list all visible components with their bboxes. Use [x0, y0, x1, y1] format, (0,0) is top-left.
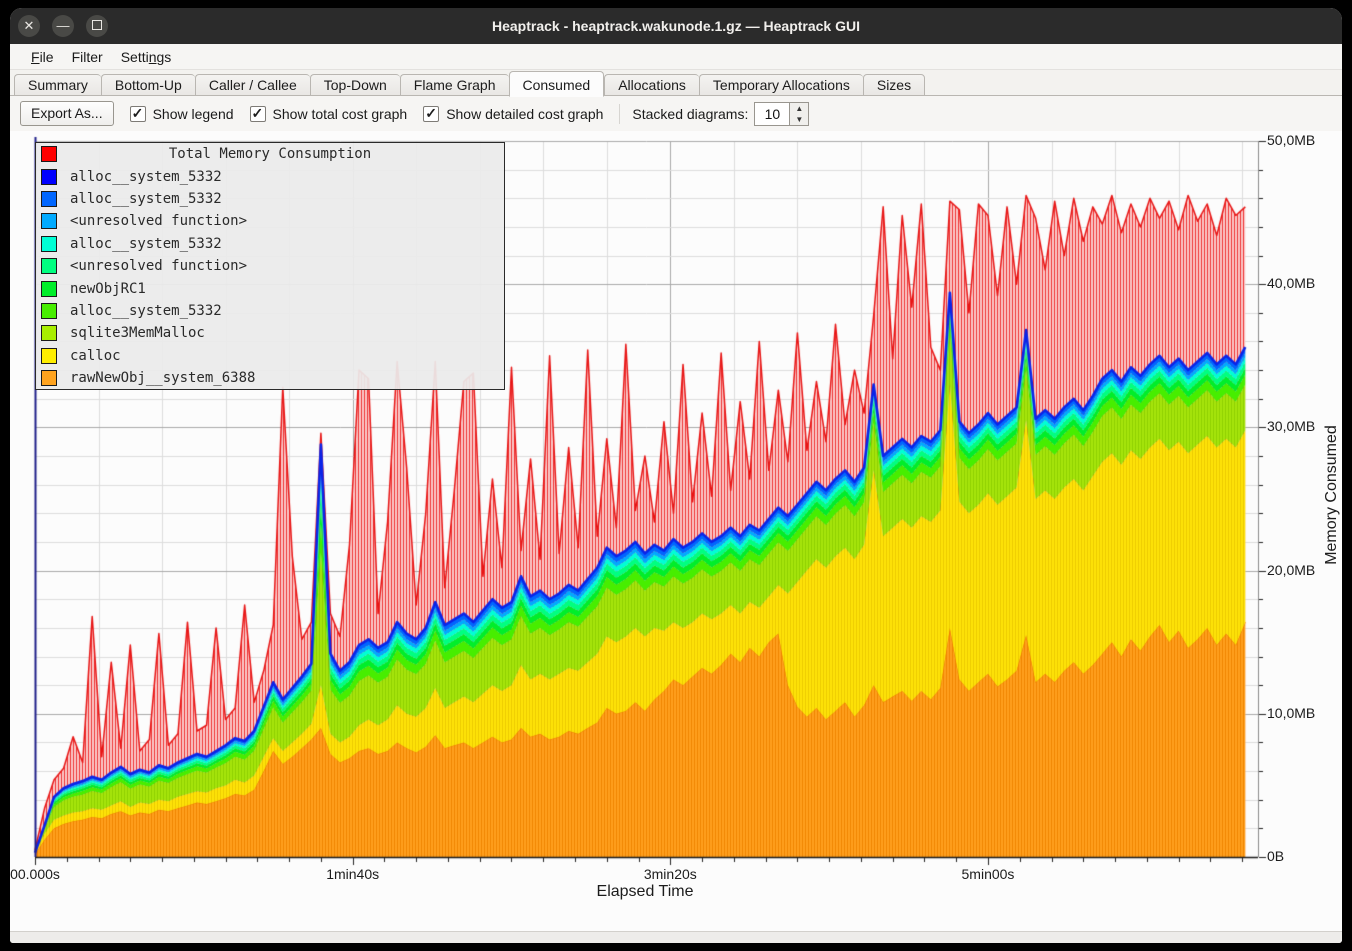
- legend-item: calloc: [36, 345, 504, 367]
- check-icon: ✓: [251, 104, 264, 121]
- spin-up-icon[interactable]: ▲: [795, 103, 804, 113]
- close-icon[interactable]: ✕: [18, 15, 40, 37]
- tab-top-down[interactable]: Top-Down: [309, 74, 400, 96]
- maximize-icon[interactable]: [86, 15, 108, 37]
- x-tick-label: 3min20s: [643, 866, 697, 882]
- y-tick-label: 30,0MB: [1267, 418, 1316, 435]
- legend-swatch: [41, 325, 57, 342]
- legend-label: <unresolved function>: [70, 213, 248, 230]
- toolbar-separator: [619, 103, 621, 124]
- legend-swatch: [41, 370, 57, 387]
- tab-caller-callee[interactable]: Caller / Callee: [194, 74, 310, 96]
- menu-filter[interactable]: Filter: [71, 48, 103, 65]
- legend-label: alloc__system_5332: [70, 190, 222, 207]
- checkbox-icon[interactable]: ✓: [423, 104, 440, 122]
- legend-item: rawNewObj__system_6388: [36, 367, 504, 389]
- app-window: ✕ — Heaptrack - heaptrack.wakunode.1.gz …: [10, 8, 1342, 943]
- stacked-diagrams-spinbox[interactable]: 10 ▲ ▼: [754, 101, 810, 126]
- legend-swatch: [41, 190, 57, 207]
- x-tick-label: 1min40s: [326, 866, 380, 882]
- legend-item: alloc__system_5332: [36, 188, 504, 210]
- legend-label: alloc__system_5332: [70, 168, 222, 185]
- checkbox-show-detailed-cost-graph[interactable]: ✓ Show detailed cost graph: [423, 104, 604, 122]
- chart-legend: Total Memory Consumption alloc__system_53…: [35, 142, 505, 391]
- check-icon: ✓: [425, 104, 437, 121]
- x-axis-title: Elapsed Time: [596, 883, 694, 900]
- tab-flame-graph[interactable]: Flame Graph: [399, 74, 509, 96]
- legend-item: alloc__system_5332: [36, 165, 504, 187]
- tab-consumed[interactable]: Consumed: [508, 71, 605, 97]
- checkbox-label: Show total cost graph: [272, 105, 408, 122]
- window-title: Heaptrack - heaptrack.wakunode.1.gz — He…: [491, 18, 860, 34]
- tab-summary[interactable]: Summary: [14, 74, 101, 96]
- legend-label: alloc__system_5332: [70, 302, 222, 319]
- legend-item: <unresolved function>: [36, 255, 504, 277]
- checkbox-icon[interactable]: ✓: [249, 104, 266, 122]
- legend-title-row: Total Memory Consumption: [36, 143, 504, 165]
- y-tick-label: 0B: [1267, 848, 1285, 864]
- y-tick-label: 20,0MB: [1267, 561, 1316, 578]
- legend-item: sqlite3MemMalloc: [36, 322, 504, 344]
- tabbar: Summary Bottom-Up Caller / Callee Top-Down F…: [10, 70, 1342, 97]
- export-as-button[interactable]: Export As...: [20, 101, 114, 126]
- legend-item: alloc__system_5332: [36, 300, 504, 322]
- legend-item: <unresolved function>: [36, 210, 504, 232]
- spin-down-icon[interactable]: ▼: [795, 114, 804, 124]
- minimize-icon[interactable]: —: [52, 15, 74, 37]
- checkbox-label: Show legend: [152, 105, 234, 122]
- legend-item: alloc__system_5332: [36, 233, 504, 255]
- legend-label: alloc__system_5332: [70, 235, 222, 252]
- consumed-chart-panel: 00.000s 1min40s 3min20s 5min00s 0B 10,0MB 20,0…: [10, 131, 1342, 931]
- legend-swatch: [41, 347, 57, 364]
- legend-swatch: [41, 146, 57, 163]
- legend-label: Total Memory Consumption: [168, 146, 372, 163]
- legend-swatch: [41, 168, 57, 185]
- y-tick-label: 50,0MB: [1267, 132, 1316, 148]
- y-tick-label: 10,0MB: [1267, 704, 1316, 721]
- legend-label: sqlite3MemMalloc: [70, 325, 205, 342]
- toolbar: Export As... ✓ Show legend ✓ Show total cos…: [10, 96, 1342, 131]
- checkbox-icon[interactable]: ✓: [129, 104, 146, 122]
- menu-file[interactable]: File: [31, 48, 54, 65]
- legend-swatch: [41, 280, 57, 297]
- legend-label: rawNewObj__system_6388: [70, 370, 256, 387]
- tab-sizes[interactable]: Sizes: [862, 74, 926, 96]
- checkbox-show-legend[interactable]: ✓ Show legend: [129, 104, 234, 122]
- statusbar: [10, 931, 1342, 943]
- x-tick-label: 5min00s: [961, 866, 1015, 882]
- checkbox-show-total-cost-graph[interactable]: ✓ Show total cost graph: [249, 104, 408, 122]
- legend-swatch: [41, 302, 57, 319]
- titlebar: ✕ — Heaptrack - heaptrack.wakunode.1.gz …: [10, 8, 1342, 44]
- legend-label: newObjRC1: [70, 280, 146, 297]
- legend-item: newObjRC1: [36, 277, 504, 299]
- legend-swatch: [41, 235, 57, 252]
- y-axis-title: Memory Consumed: [1323, 425, 1340, 565]
- tab-bottom-up[interactable]: Bottom-Up: [100, 74, 195, 96]
- menubar: File Filter Settings: [10, 44, 1342, 70]
- checkbox-label: Show detailed cost graph: [446, 105, 604, 122]
- check-icon: ✓: [131, 104, 144, 121]
- tab-temporary-allocations[interactable]: Temporary Allocations: [698, 74, 863, 96]
- legend-label: calloc: [70, 347, 121, 364]
- tab-allocations[interactable]: Allocations: [604, 74, 699, 96]
- legend-label: <unresolved function>: [70, 258, 248, 275]
- menu-settings[interactable]: Settings: [120, 48, 172, 65]
- stacked-diagrams-value[interactable]: 10: [754, 101, 791, 126]
- legend-swatch: [41, 258, 57, 275]
- stacked-diagrams-label: Stacked diagrams:: [632, 105, 749, 122]
- x-tick-label: 00.000s: [10, 866, 60, 882]
- legend-swatch: [41, 213, 57, 230]
- y-tick-label: 40,0MB: [1267, 275, 1316, 292]
